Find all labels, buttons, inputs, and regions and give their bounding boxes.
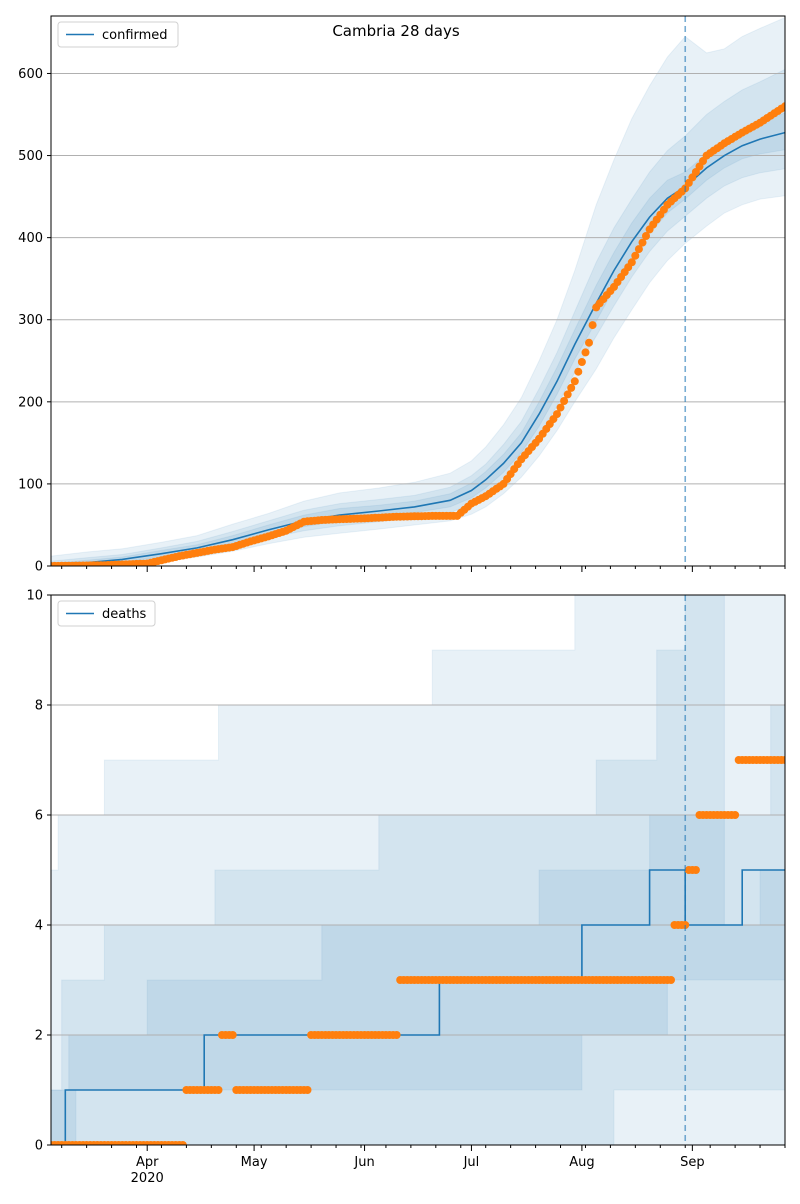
observed-point (574, 367, 583, 376)
axes-frame (50, 594, 786, 1146)
model-line (51, 869, 785, 1145)
observed-point (588, 321, 597, 330)
observed-point (781, 102, 785, 111)
y-tick-label: 4 (35, 919, 43, 934)
observed-point (634, 245, 643, 254)
x-tick-label: Jun (353, 1155, 374, 1170)
y-tick-label: 0 (35, 1139, 43, 1154)
y-tick-label: 600 (18, 67, 43, 82)
chart-title: Cambria 28 days (332, 22, 460, 40)
legend-box (57, 21, 179, 48)
observed-point (392, 1031, 401, 1039)
y-tick-label: 400 (18, 231, 43, 246)
confidence-band (51, 17, 785, 566)
x-tick-label: Apr (136, 1155, 159, 1170)
y-tick-label: 300 (18, 313, 43, 328)
y-tick-label: 6 (35, 809, 43, 824)
observed-point (581, 348, 590, 357)
plot-area (51, 595, 785, 1145)
observed-point (303, 1086, 312, 1094)
y-tick-label: 10 (26, 589, 43, 604)
observed-point (781, 756, 785, 764)
observed-point (556, 403, 565, 412)
observed-point (553, 410, 561, 419)
y-tick-label: 2 (35, 1029, 43, 1044)
observed-point (560, 397, 569, 405)
legend-label: deaths (102, 607, 147, 622)
legend: confirmed (57, 21, 179, 48)
legend-label: confirmed (102, 28, 168, 43)
y-tick-label: 8 (35, 699, 43, 714)
plot-area (51, 17, 785, 566)
observed-point (627, 258, 636, 267)
x-tick-label: Sep (680, 1155, 705, 1170)
observed-point (631, 251, 640, 260)
legend: deaths (57, 600, 156, 627)
observed-point (691, 866, 700, 874)
observed-point (563, 390, 572, 399)
observed-point (642, 232, 650, 240)
x-year-label: 2020 (131, 1171, 164, 1186)
axes-frame (50, 15, 786, 567)
y-tick-label: 500 (18, 149, 43, 164)
y-tick-label: 200 (18, 395, 43, 410)
observed-point (567, 383, 576, 392)
observed-point (577, 358, 586, 366)
y-tick-label: 100 (18, 477, 43, 492)
deaths-panel: 0 2 4 6 8 10 Apr May Jun Jul Aug Sep 2020 deaths (26, 589, 786, 1186)
x-tick-label: May (241, 1155, 268, 1170)
confirmed-panel: 0 100 200 300 400 500 600 confirmed (18, 15, 786, 575)
observed-point (731, 811, 740, 819)
observed-point (667, 976, 675, 984)
observed-point (570, 377, 579, 386)
x-tick-label: Aug (569, 1155, 594, 1170)
observed-point (228, 1031, 237, 1039)
observed-point (585, 338, 593, 347)
observed-point (214, 1086, 223, 1094)
y-tick-label: 0 (35, 560, 43, 575)
legend-box (57, 600, 156, 627)
x-tick-label: Jul (463, 1155, 480, 1170)
observed-point (638, 238, 647, 247)
observed-point (178, 1141, 187, 1145)
